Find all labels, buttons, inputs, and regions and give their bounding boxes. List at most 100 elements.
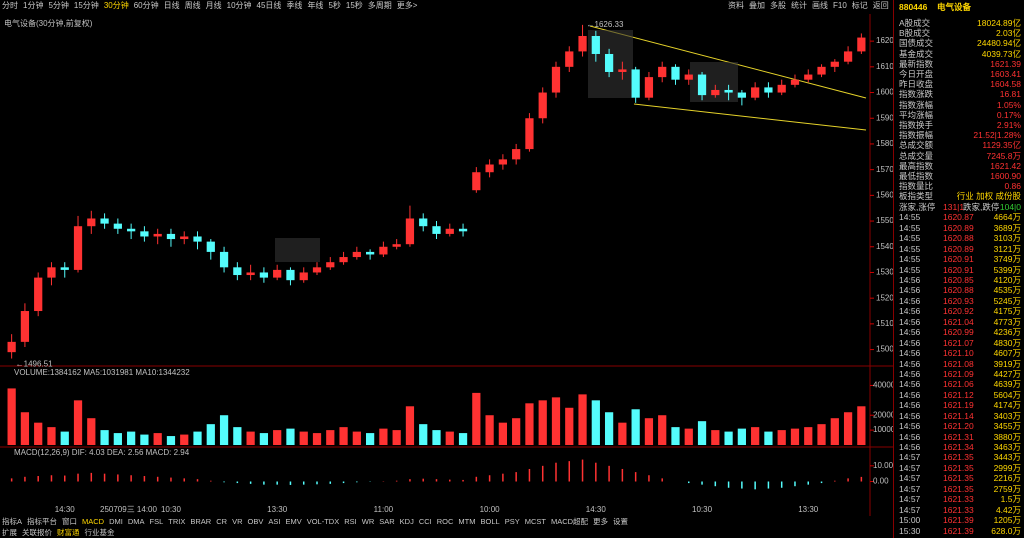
extension-tab[interactable]: 行业基金 xyxy=(84,528,115,537)
cell: 3121万 xyxy=(993,243,1021,254)
tick-row: 14:56 1621.14 3403万 xyxy=(897,411,1023,421)
indicator-tab[interactable]: BOLL xyxy=(480,517,500,526)
cell: 1620.89 xyxy=(943,243,974,254)
indicator-tab[interactable]: CR xyxy=(216,517,228,526)
period-tab[interactable]: 更多> xyxy=(396,1,418,10)
cell: B股成交 xyxy=(899,28,931,39)
period-tab[interactable]: 15分钟 xyxy=(73,1,99,10)
indicator-tab[interactable]: DMA xyxy=(127,517,145,526)
extension-tab[interactable]: 关联报价 xyxy=(22,528,52,537)
volume-bar xyxy=(551,397,561,445)
cell: 4607万 xyxy=(993,348,1021,359)
indicator-tab[interactable]: SAR xyxy=(379,517,395,526)
tick-row: 14:56 1620.99 4236万 xyxy=(897,327,1023,337)
cell: 4427万 xyxy=(993,368,1021,379)
candle-body xyxy=(259,272,269,278)
x-tick-label: 14:30 xyxy=(55,505,76,514)
tool-tab[interactable]: 画线 xyxy=(812,1,828,10)
candle-body xyxy=(87,218,96,227)
indicator-tab[interactable]: 指标A xyxy=(2,517,23,526)
volume-bar xyxy=(804,427,813,445)
cell: 2999万 xyxy=(993,462,1021,473)
indicator-tab[interactable]: WR xyxy=(361,517,375,526)
cell: 1621.39 xyxy=(990,58,1021,69)
indicator-tab[interactable]: MACD xyxy=(82,517,105,526)
tool-tab[interactable]: 标记 xyxy=(851,1,868,10)
indicator-tab[interactable]: BRAR xyxy=(190,517,212,526)
period-tab[interactable]: 60分钟 xyxy=(133,1,159,10)
indicator-tab[interactable]: OBV xyxy=(247,517,264,526)
period-tab[interactable]: 日线 xyxy=(163,1,180,10)
stat-row: 最高指数 1621.42 xyxy=(897,161,1023,171)
tick-row: 14:56 1621.31 3880万 xyxy=(897,432,1023,442)
indicator-tab[interactable]: CCI xyxy=(418,517,432,526)
tool-tab[interactable]: F10 xyxy=(833,1,847,10)
stat-row: 指数振幅 21.52|1.28% xyxy=(897,130,1023,140)
candle-body xyxy=(273,269,282,278)
indicator-tab[interactable]: PSY xyxy=(504,517,520,526)
indicator-tab[interactable]: FSL xyxy=(149,517,164,526)
cell: 14:57 xyxy=(899,483,921,494)
indicator-tab[interactable]: 指标平台 xyxy=(27,517,58,526)
period-tab[interactable]: 45日线 xyxy=(256,1,282,10)
indicator-tab[interactable]: TRIX xyxy=(168,517,186,526)
cell: 5604万 xyxy=(993,389,1021,400)
period-tab[interactable]: 分时 xyxy=(2,1,18,10)
indicator-tab[interactable]: 设置 xyxy=(613,517,629,526)
period-tab[interactable]: 周线 xyxy=(184,1,201,10)
tool-tab[interactable]: 返回 xyxy=(872,1,889,10)
tool-tab[interactable]: 叠加 xyxy=(749,1,765,10)
candle-body xyxy=(153,233,162,237)
period-tab[interactable]: 多周期 xyxy=(367,1,392,10)
cell: 14:56 xyxy=(899,442,921,453)
volume-bar xyxy=(591,400,600,445)
candle-body xyxy=(644,77,654,98)
y-tick-label: 1580 xyxy=(876,139,893,148)
cell: 1621.06 xyxy=(943,379,974,390)
indicator-tab[interactable]: MACD超配 xyxy=(550,517,589,526)
indicator-tab[interactable]: MTM xyxy=(458,517,476,526)
indicator-tab[interactable]: ASI xyxy=(268,517,281,526)
y-tick-label: 1500 xyxy=(876,345,893,354)
indicator-tab[interactable]: MCST xyxy=(524,517,546,526)
period-tab[interactable]: 5秒 xyxy=(328,1,341,10)
indicator-tab[interactable]: DMI xyxy=(109,517,123,526)
period-tab[interactable]: 月线 xyxy=(205,1,222,10)
tool-tab[interactable]: 统计 xyxy=(791,1,807,10)
indicator-tab[interactable]: ROC xyxy=(436,517,454,526)
box xyxy=(690,62,738,102)
candle-body xyxy=(485,164,494,173)
extension-tab[interactable]: 扩展 xyxy=(2,528,17,537)
tool-tab[interactable]: 多股 xyxy=(770,1,786,10)
period-tab[interactable]: 15秒 xyxy=(345,1,363,10)
indicator-tab[interactable]: VR xyxy=(232,517,243,526)
cell: 1621.09 xyxy=(943,368,974,379)
cell: 15:00 xyxy=(899,515,921,526)
indicator-tab[interactable]: KDJ xyxy=(399,517,414,526)
cell: 14:56 xyxy=(899,421,921,432)
indicator-tab[interactable]: RSI xyxy=(344,517,357,526)
indicator-tab[interactable]: 窗口 xyxy=(62,517,78,526)
indicator-tab[interactable]: EMV xyxy=(285,517,302,526)
candle-body xyxy=(512,149,521,160)
indicator-tab[interactable]: 更多 xyxy=(593,517,609,526)
period-tab[interactable]: 5分钟 xyxy=(48,1,69,10)
period-tab[interactable]: 1分钟 xyxy=(23,1,44,10)
cell: 行业 加权 成份股 xyxy=(956,191,1021,202)
candle-body xyxy=(551,66,561,93)
x-tick-label: 13:30 xyxy=(798,505,819,514)
cell: 3749万 xyxy=(993,254,1021,265)
period-tab[interactable]: 30分钟 xyxy=(103,1,129,10)
extension-tab[interactable]: 财富通 xyxy=(57,528,80,537)
tool-tab[interactable]: 资料 xyxy=(728,1,744,10)
cell: 4664万 xyxy=(993,212,1021,223)
x-tick-label: 13:30 xyxy=(267,505,288,514)
candle-body xyxy=(458,228,468,232)
indicator-tab[interactable]: VOL-TDX xyxy=(306,517,340,526)
volume-bar xyxy=(631,409,640,445)
cell: 4039.73亿 xyxy=(981,48,1021,59)
period-tab[interactable]: 10分钟 xyxy=(226,1,252,10)
period-tab[interactable]: 年线 xyxy=(307,1,324,10)
period-tab[interactable]: 季线 xyxy=(286,1,303,10)
volume-bar xyxy=(525,403,534,445)
